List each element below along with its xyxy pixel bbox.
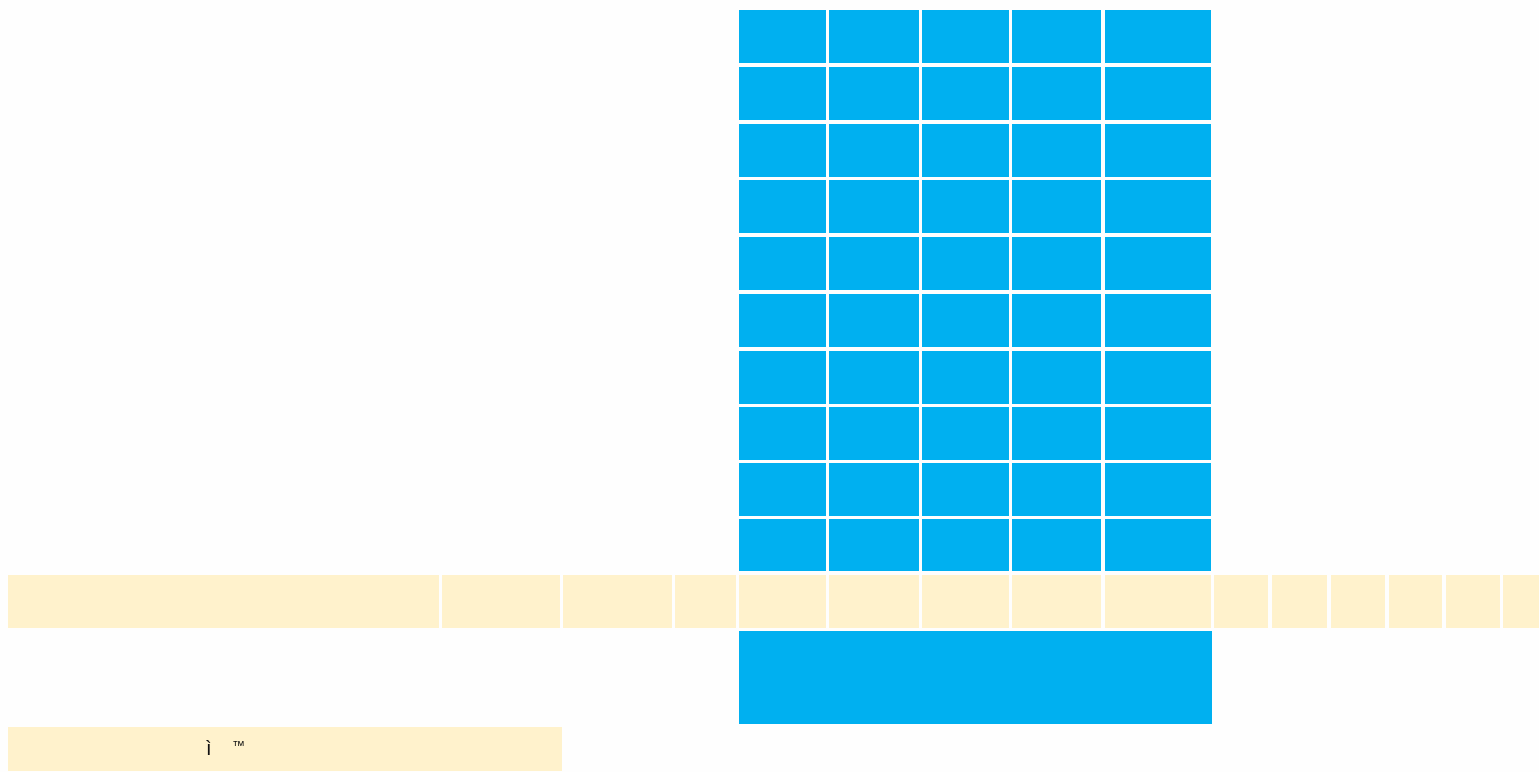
blue-cell[interactable] xyxy=(922,351,1009,404)
band-cell[interactable] xyxy=(8,575,439,628)
blue-cell[interactable] xyxy=(1105,407,1211,460)
blue-cell[interactable] xyxy=(1105,180,1211,233)
band-cell[interactable] xyxy=(1446,575,1500,628)
blue-cell[interactable] xyxy=(739,237,826,290)
blue-cell[interactable] xyxy=(922,463,1009,516)
blue-cell[interactable] xyxy=(739,407,826,460)
blue-cell[interactable] xyxy=(922,180,1009,233)
blue-cell[interactable] xyxy=(1105,351,1211,404)
blue-cell[interactable] xyxy=(1012,463,1101,516)
blue-cell[interactable] xyxy=(1105,519,1211,571)
blue-cell[interactable] xyxy=(922,237,1009,290)
band-cell[interactable] xyxy=(563,575,672,628)
band-cell[interactable] xyxy=(739,575,826,628)
blue-cell[interactable] xyxy=(1105,294,1211,347)
blue-cell[interactable] xyxy=(829,237,919,290)
footer-text: ì xyxy=(206,738,212,760)
band-cell[interactable] xyxy=(1503,575,1539,628)
trademark-mark: ™ xyxy=(232,738,245,753)
blue-cell[interactable] xyxy=(739,67,826,120)
blue-cell[interactable] xyxy=(739,124,826,177)
blue-cell[interactable] xyxy=(829,124,919,177)
blue-cell[interactable] xyxy=(739,351,826,404)
band-cell[interactable] xyxy=(675,575,736,628)
blue-cell[interactable] xyxy=(1105,237,1211,290)
blue-cell[interactable] xyxy=(1105,67,1211,120)
blue-cell[interactable] xyxy=(739,519,826,571)
blue-cell[interactable] xyxy=(829,180,919,233)
blue-cell[interactable] xyxy=(1012,180,1101,233)
blue-cell[interactable] xyxy=(922,10,1009,63)
blue-cell[interactable] xyxy=(739,10,826,63)
blue-cell[interactable] xyxy=(1012,294,1101,347)
blue-cell[interactable] xyxy=(1012,10,1101,63)
band-cell[interactable] xyxy=(1012,575,1101,628)
blue-cell[interactable] xyxy=(739,180,826,233)
blue-cell[interactable] xyxy=(829,10,919,63)
blue-cell[interactable] xyxy=(922,519,1009,571)
blue-cell[interactable] xyxy=(829,351,919,404)
blue-cell[interactable] xyxy=(829,407,919,460)
blue-cell[interactable] xyxy=(922,67,1009,120)
blue-cell[interactable] xyxy=(739,463,826,516)
blue-cell[interactable] xyxy=(1012,407,1101,460)
blue-cell[interactable] xyxy=(1105,124,1211,177)
band-cell[interactable] xyxy=(1389,575,1442,628)
blue-cell[interactable] xyxy=(922,407,1009,460)
blue-cell[interactable] xyxy=(1012,237,1101,290)
blue-cell[interactable] xyxy=(1012,67,1101,120)
blue-cell[interactable] xyxy=(1012,351,1101,404)
band-cell[interactable] xyxy=(1272,575,1327,628)
blue-cell[interactable] xyxy=(922,124,1009,177)
band-cell[interactable] xyxy=(442,575,560,628)
blue-cell[interactable] xyxy=(1012,519,1101,571)
band-cell[interactable] xyxy=(1331,575,1385,628)
blue-cell[interactable] xyxy=(1105,10,1211,63)
blue-cell[interactable] xyxy=(739,294,826,347)
blue-cell[interactable] xyxy=(829,519,919,571)
band-cell[interactable] xyxy=(829,575,919,628)
blue-cell[interactable] xyxy=(1105,463,1211,516)
merged-blue-cell[interactable] xyxy=(739,631,1212,724)
band-cell[interactable] xyxy=(1214,575,1268,628)
blue-cell[interactable] xyxy=(1012,124,1101,177)
band-cell[interactable] xyxy=(922,575,1009,628)
blue-cell[interactable] xyxy=(829,67,919,120)
blue-cell[interactable] xyxy=(922,294,1009,347)
footer-cell[interactable]: ì ™ xyxy=(8,727,562,771)
blue-cell[interactable] xyxy=(829,463,919,516)
blue-cell[interactable] xyxy=(829,294,919,347)
band-cell[interactable] xyxy=(1105,575,1211,628)
